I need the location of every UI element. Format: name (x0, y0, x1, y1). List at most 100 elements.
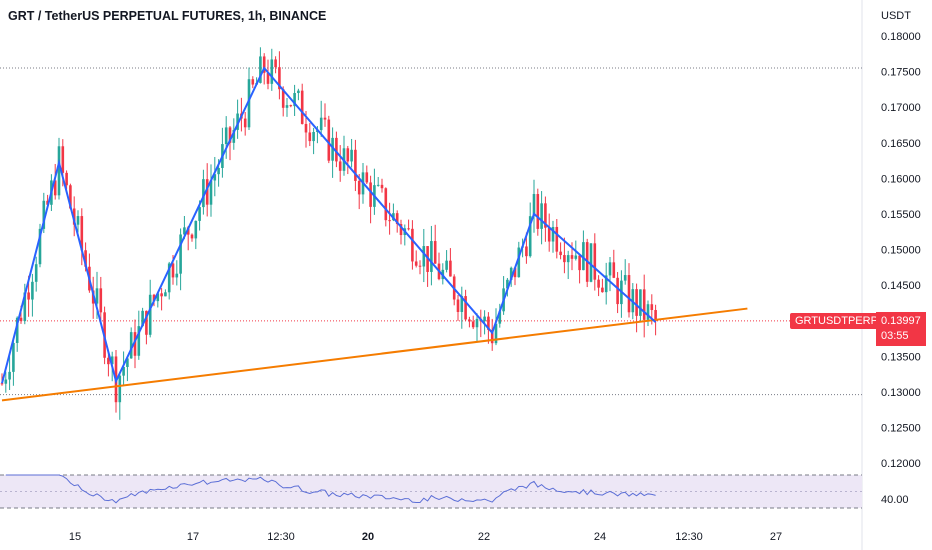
candle (243, 112, 247, 136)
candle-body (642, 289, 646, 320)
time-tick-label: 12:30 (267, 531, 295, 543)
candle (407, 219, 410, 231)
candle (228, 126, 232, 161)
candle (642, 274, 646, 338)
candle (122, 351, 125, 387)
candle (274, 56, 277, 74)
candle (540, 191, 543, 245)
candle-body (308, 132, 312, 142)
candle (627, 263, 631, 318)
price-tick-label: 0.13500 (881, 351, 921, 363)
candle-body (369, 182, 372, 207)
candle (179, 228, 182, 291)
candle (53, 163, 57, 200)
candle-body (171, 263, 175, 278)
candle (289, 104, 293, 108)
candle (65, 170, 68, 190)
candle-body (566, 255, 570, 263)
candle (468, 316, 471, 328)
candle (209, 164, 213, 217)
candle-body (327, 119, 331, 161)
last-price-badge: 0.13997 03:55 (876, 312, 926, 346)
candle (479, 309, 483, 338)
candle-body (205, 179, 209, 205)
candle (327, 115, 331, 164)
candle (335, 131, 338, 168)
candle-body (183, 227, 186, 235)
candle-body (471, 321, 475, 328)
candle (175, 260, 179, 286)
candle-body (414, 261, 418, 266)
candle-body (323, 117, 327, 120)
candle-body (53, 180, 57, 196)
candle-body (278, 67, 281, 90)
candle-body (293, 93, 296, 107)
support-trendline (1, 307, 748, 402)
time-tick-label: 15 (69, 531, 81, 543)
candle-body (118, 375, 122, 403)
candle-body (152, 294, 156, 302)
candle (532, 179, 536, 233)
candle (399, 219, 403, 245)
candle (547, 213, 551, 252)
candle (589, 243, 593, 283)
candle (319, 100, 323, 137)
candle (365, 165, 369, 185)
candle-body (145, 310, 148, 335)
candle-body (167, 263, 171, 293)
candle-body (540, 203, 543, 229)
symbol-badge: GRTUSDTPERP (790, 313, 883, 329)
candle-body (319, 117, 323, 131)
candle-body (179, 234, 182, 274)
price-tick-label: 0.14500 (881, 280, 921, 292)
candle (270, 48, 274, 91)
candle-body (536, 194, 540, 229)
candle-body (224, 127, 228, 145)
candle-body (407, 228, 410, 230)
candle-body (498, 311, 502, 324)
candle (449, 248, 452, 277)
candle (133, 319, 137, 369)
candle-body (460, 296, 464, 312)
candle-body (38, 228, 42, 265)
candle (80, 208, 84, 266)
candle-body (213, 174, 217, 181)
price-tick-label: 0.16000 (881, 173, 921, 185)
candle (224, 116, 228, 159)
candle (285, 97, 289, 117)
candle-body (650, 304, 654, 311)
candle (544, 196, 547, 242)
candle (475, 313, 479, 342)
candle-body (468, 319, 471, 322)
candle-body (72, 208, 76, 225)
candle-body (593, 243, 597, 280)
candle-body (160, 293, 163, 297)
price-axis[interactable]: 0.18000 0.17500 0.17000 0.16500 0.16000 0.155… (881, 31, 921, 470)
candle-body (544, 203, 547, 228)
candle (342, 135, 346, 176)
candle-body (194, 220, 198, 239)
candle-body (259, 56, 262, 83)
candle (278, 51, 281, 100)
candle-body (175, 273, 179, 278)
candle-body (19, 317, 23, 322)
candle (8, 356, 11, 391)
rsi-indicator (5, 474, 656, 504)
time-tick-label: 27 (770, 531, 782, 543)
time-axis[interactable]: 15 17 12:30 20 22 24 12:30 27 (69, 531, 782, 543)
candle-body (110, 356, 114, 365)
candle-body (300, 90, 304, 124)
candle-body (31, 281, 34, 300)
candle-body (304, 123, 308, 133)
price-tick-label: 0.18000 (881, 31, 921, 43)
time-tick-label: 17 (187, 531, 199, 543)
candle (236, 99, 239, 139)
candle (445, 250, 448, 273)
candle-body (95, 288, 99, 304)
candle (411, 220, 414, 270)
candle-body (122, 366, 125, 376)
candle-body (627, 275, 631, 313)
candle-body (141, 310, 144, 327)
candle-body (646, 304, 650, 320)
